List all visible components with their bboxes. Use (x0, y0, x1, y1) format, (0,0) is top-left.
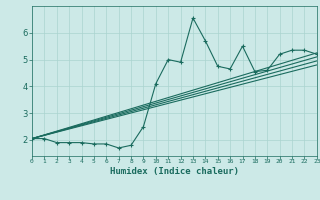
X-axis label: Humidex (Indice chaleur): Humidex (Indice chaleur) (110, 167, 239, 176)
